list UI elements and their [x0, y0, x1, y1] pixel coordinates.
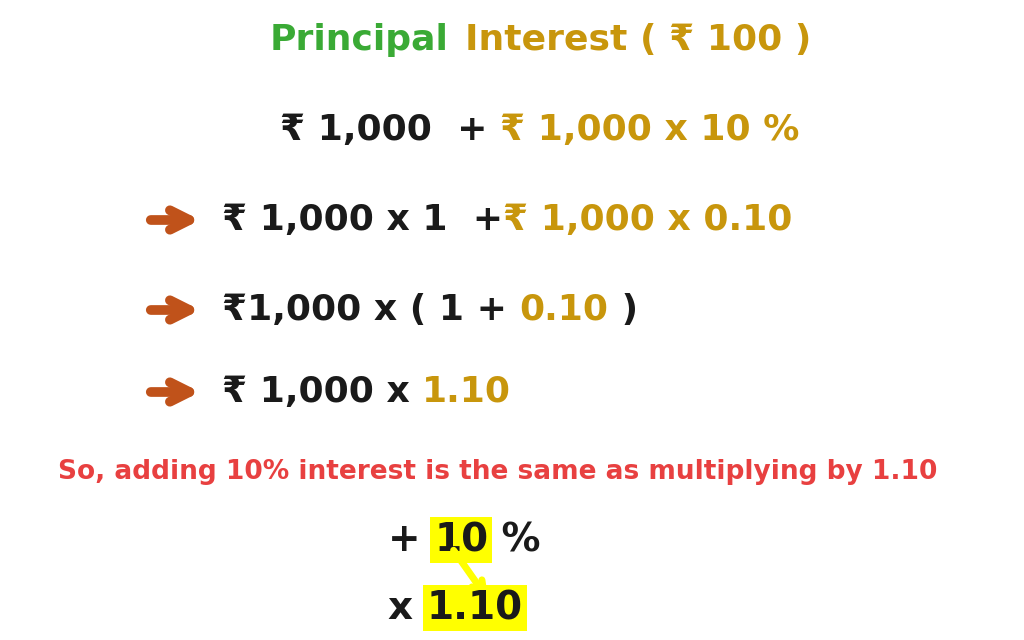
- Text: 10: 10: [434, 521, 488, 559]
- Text: ₹ 1,000 x 10 %: ₹ 1,000 x 10 %: [500, 113, 800, 147]
- Text: 1.10: 1.10: [427, 589, 522, 627]
- Text: 0.10: 0.10: [519, 293, 608, 327]
- Text: ₹ 1,000 x: ₹ 1,000 x: [222, 375, 422, 409]
- Text: ₹1,000 x ( 1 +: ₹1,000 x ( 1 +: [222, 293, 519, 327]
- Text: ₹ 1,000 x 0.10: ₹ 1,000 x 0.10: [503, 203, 793, 237]
- Text: ): ): [608, 293, 638, 327]
- Text: +: +: [388, 521, 434, 559]
- Text: %: %: [488, 521, 541, 559]
- Text: Principal: Principal: [270, 23, 449, 57]
- Text: 1.10: 1.10: [422, 375, 511, 409]
- Text: x: x: [388, 589, 427, 627]
- Text: ₹ 1,000 x 1  +: ₹ 1,000 x 1 +: [222, 203, 503, 237]
- Text: Interest ( ₹ 100 ): Interest ( ₹ 100 ): [465, 23, 811, 57]
- Text: So, adding 10% interest is the same as multiplying by 1.10: So, adding 10% interest is the same as m…: [58, 459, 937, 485]
- Text: ₹ 1,000  +: ₹ 1,000 +: [280, 113, 500, 147]
